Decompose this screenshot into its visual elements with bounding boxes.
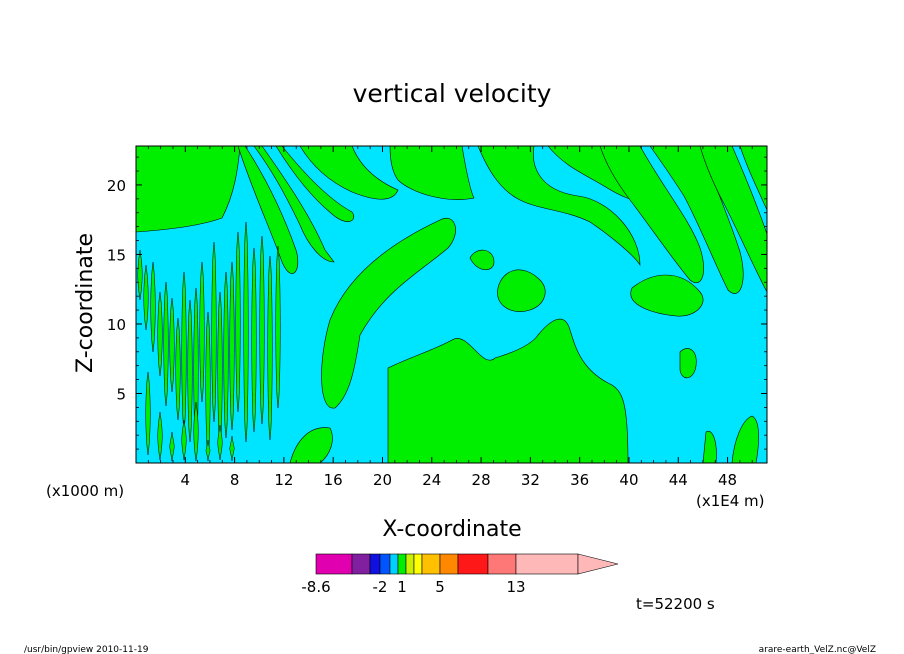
streak-21 [275, 245, 281, 409]
y-tick-label-3: 20 [107, 177, 126, 195]
contour-region-12 [599, 145, 704, 283]
x-tick-label-0: 4 [181, 471, 191, 489]
colorbar-segment-3 [379, 553, 391, 575]
y-axis-ticks: 5 10 15 20 [107, 156, 767, 450]
x-tick-label-6: 28 [472, 471, 491, 489]
x-tick-label-2: 12 [274, 471, 293, 489]
colorbar-segment-2 [369, 553, 381, 575]
contour-region-6 [321, 217, 456, 409]
x-tick-label-4: 20 [373, 471, 392, 489]
x-tick-label-9: 40 [619, 471, 638, 489]
streak-10 [199, 261, 205, 403]
chart-title: vertical velocity [353, 79, 552, 108]
contour-region-13 [630, 274, 704, 317]
contour-fills [135, 145, 768, 464]
x-tick-label-3: 16 [324, 471, 343, 489]
contour-region-1 [237, 145, 299, 274]
colorbar-segment-12 [515, 553, 579, 575]
streak-14 [223, 271, 229, 439]
x-tick-label-8: 36 [570, 471, 589, 489]
streak-12 [211, 241, 217, 423]
colorbar-segment-10 [457, 553, 489, 575]
streak-20 [267, 255, 273, 441]
x-unit-left: (x1000 m) [46, 482, 124, 500]
streak-16 [235, 231, 241, 413]
colorbar-segment-8 [421, 553, 441, 575]
colorbar-segment-5 [397, 553, 407, 575]
colorbar-label-2: 1 [397, 578, 407, 596]
colorbar-labels: -8.6 -2 1 5 13 [301, 578, 525, 596]
x-tick-label-5: 24 [422, 471, 441, 489]
streak-19 [259, 235, 265, 425]
footer-left: /usr/bin/gpview 2010-11-19 [24, 645, 149, 654]
streak-24 [169, 431, 175, 462]
streak-27 [205, 439, 211, 462]
contour-region-2 [253, 145, 335, 263]
streak-13 [217, 291, 223, 449]
colorbar [315, 553, 619, 575]
colorbar-segment-4 [389, 553, 399, 575]
colorbar-arrow [577, 553, 619, 575]
colorbar-label-0: -8.6 [301, 578, 330, 596]
colorbar-segment-6 [405, 553, 415, 575]
x-axis-label: X-coordinate [382, 517, 521, 542]
x-tick-label-7: 32 [521, 471, 540, 489]
x-tick-label-11: 48 [718, 471, 737, 489]
streak-25 [181, 419, 187, 461]
colorbar-segment-11 [487, 553, 517, 575]
contour-region-17 [679, 348, 697, 379]
contour-region-14 [649, 145, 744, 294]
streak-28 [217, 424, 223, 461]
x-tick-label-10: 44 [669, 471, 688, 489]
streak-4 [163, 281, 169, 407]
y-tick-label-2: 15 [107, 246, 126, 264]
contour-region-7 [477, 145, 641, 267]
x-unit-right: (x1E4 m) [696, 492, 765, 510]
colorbar-segment-1 [351, 553, 371, 575]
contour-region-4 [299, 145, 399, 200]
streak-6 [175, 317, 181, 421]
streak-22 [145, 371, 151, 456]
streak-2 [150, 261, 156, 353]
streak-15 [229, 261, 235, 431]
streak-0 [137, 249, 143, 301]
streak-8 [187, 299, 193, 443]
contour-region-8 [387, 318, 629, 464]
x-axis-ticks: 4 8 12 16 20 24 28 32 36 40 44 48 [147, 146, 753, 489]
streak-29 [229, 435, 235, 462]
contour-region-9 [497, 269, 546, 312]
plot-frame [135, 145, 768, 464]
colorbar-label-3: 5 [435, 578, 445, 596]
streak-18 [251, 247, 257, 433]
colorbar-label-4: 13 [506, 578, 525, 596]
contour-region-5 [389, 145, 475, 200]
streak-11 [205, 311, 211, 459]
x-tick-label-1: 8 [230, 471, 240, 489]
footer-right: arare-earth_VelZ.nc@VelZ [759, 645, 876, 654]
contour-region-15 [699, 145, 768, 293]
streak-17 [243, 221, 249, 443]
colorbar-segment-0 [315, 553, 353, 575]
colorbar-segment-7 [413, 553, 423, 575]
contour-region-10 [469, 249, 495, 271]
y-axis-label: Z-coordinate [73, 233, 98, 373]
streak-7 [181, 271, 187, 433]
streak-23 [157, 411, 163, 461]
colorbar-segment-9 [439, 553, 459, 575]
time-label: t=52200 s [636, 595, 715, 613]
streak-5 [169, 297, 175, 393]
y-tick-label-0: 5 [116, 385, 126, 403]
contour-region-3 [275, 145, 354, 222]
streak-1 [143, 264, 149, 331]
contour-region-0 [135, 145, 241, 233]
streak-26 [193, 401, 199, 462]
streak-3 [157, 291, 163, 377]
y-tick-label-1: 10 [107, 316, 126, 334]
contour-region-19 [731, 415, 759, 464]
contour-region-20 [289, 427, 333, 464]
colorbar-label-1: -2 [373, 578, 388, 596]
